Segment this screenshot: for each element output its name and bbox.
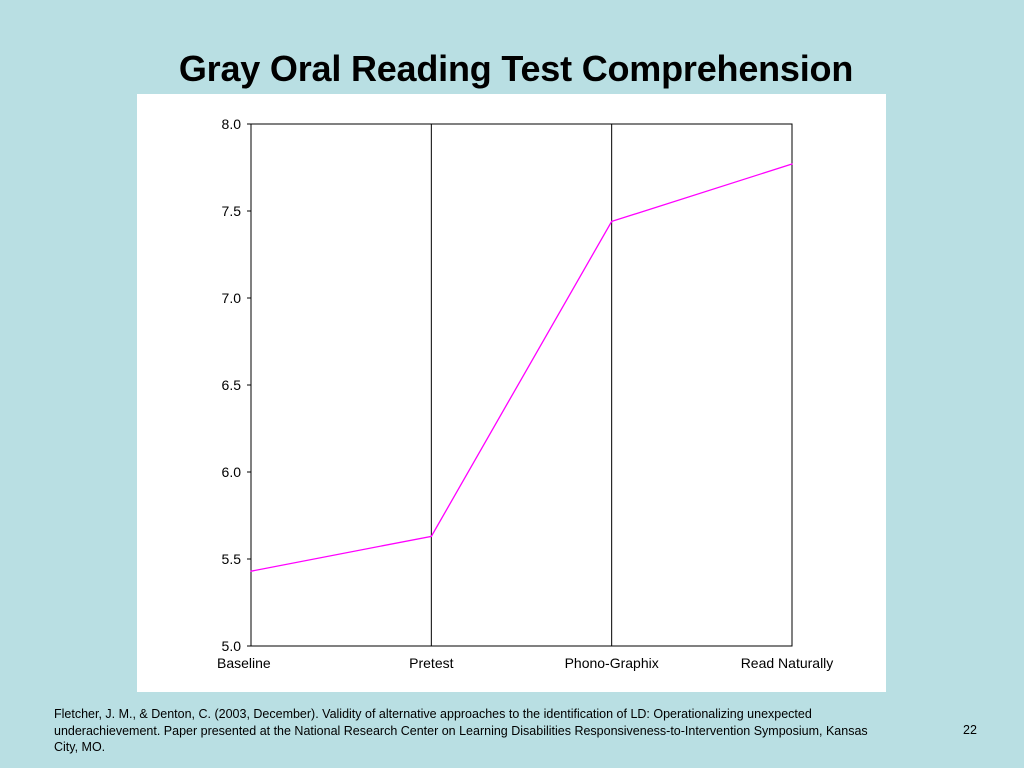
y-tick-label: 7.5 bbox=[222, 203, 242, 219]
slide-number: 22 bbox=[963, 723, 977, 737]
y-tick-label: 7.0 bbox=[222, 290, 242, 306]
line-chart: 5.0 5.5 6.0 6.5 7.0 7.5 8.0 Baseline Pretest Phon… bbox=[217, 116, 834, 671]
y-tick-label: 6.5 bbox=[222, 377, 242, 393]
x-tick-label: Pretest bbox=[409, 655, 453, 671]
data-point bbox=[610, 220, 613, 223]
data-point bbox=[791, 163, 793, 165]
data-point bbox=[250, 570, 252, 572]
citation: Fletcher, J. M., & Denton, C. (2003, Dec… bbox=[54, 707, 868, 754]
chart-panel: 5.0 5.5 6.0 6.5 7.0 7.5 8.0 Baseline Pretest Phon… bbox=[137, 94, 886, 692]
slide-title: Gray Oral Reading Test Comprehension bbox=[178, 48, 854, 89]
y-tick-label: 8.0 bbox=[222, 116, 242, 132]
series-line bbox=[250, 163, 793, 572]
x-tick-label: Read Naturally bbox=[741, 655, 834, 671]
data-point bbox=[430, 535, 433, 538]
x-tick-label: Phono-Graphix bbox=[565, 655, 659, 671]
y-tick-label: 6.0 bbox=[222, 464, 242, 480]
plot-frame bbox=[250, 123, 793, 647]
y-tick-label: 5.5 bbox=[222, 551, 242, 567]
y-tick-label: 5.0 bbox=[222, 638, 242, 654]
x-tick-label: Baseline bbox=[217, 655, 271, 671]
